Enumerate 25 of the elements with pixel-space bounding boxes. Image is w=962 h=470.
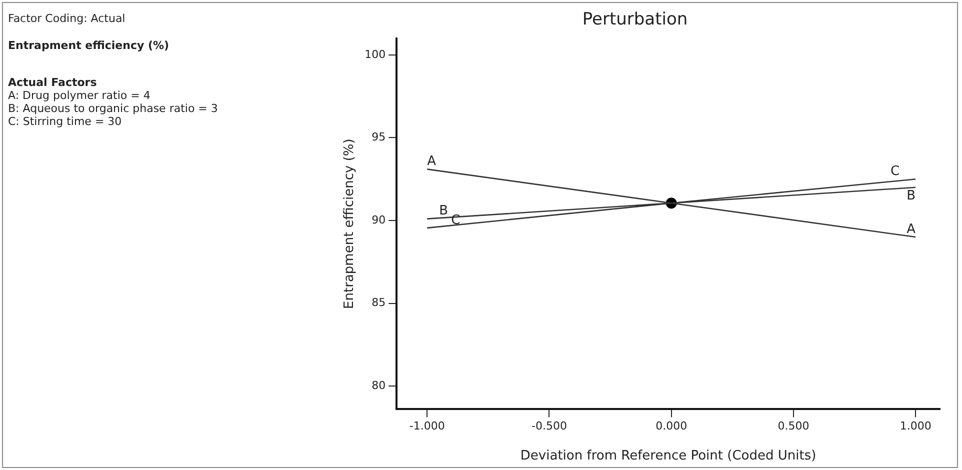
x-tick-label: -0.500	[532, 420, 567, 433]
y-tick-label: 85	[372, 296, 386, 310]
y-axis-title: Entrapment efficiency (%)	[342, 138, 358, 309]
y-tick-label: 95	[372, 130, 386, 144]
x-tick-label: 1.000	[900, 420, 932, 433]
y-tick-label: 100	[364, 48, 386, 61]
text: A	[427, 154, 436, 170]
text: B: Aqueous to organic phase ratio = 3	[8, 102, 218, 115]
series-label: C	[890, 164, 900, 179]
text: A: Drug polymer ratio = 4	[8, 89, 152, 102]
chart-title: Perturbation	[582, 10, 688, 30]
text: Entrapment efficiency (%)	[8, 39, 170, 52]
text: Factor Coding: Actual	[8, 12, 126, 25]
x-tick-label: -1.000	[409, 420, 445, 433]
x-axis-title: Deviation from Reference Point (Coded Units)	[520, 448, 816, 464]
text: C	[451, 212, 460, 228]
text: B	[439, 204, 448, 219]
x-tick-label: 0.000	[656, 420, 688, 433]
x-tick-label: 0.500	[778, 420, 810, 433]
y-tick-label: 90	[372, 213, 386, 226]
series-label: A	[906, 222, 916, 237]
text: Actual Factors	[8, 76, 98, 89]
text: C: Stirring time = 30	[8, 115, 123, 128]
series-label: B	[906, 188, 916, 204]
y-tick-label: 80	[372, 378, 386, 392]
